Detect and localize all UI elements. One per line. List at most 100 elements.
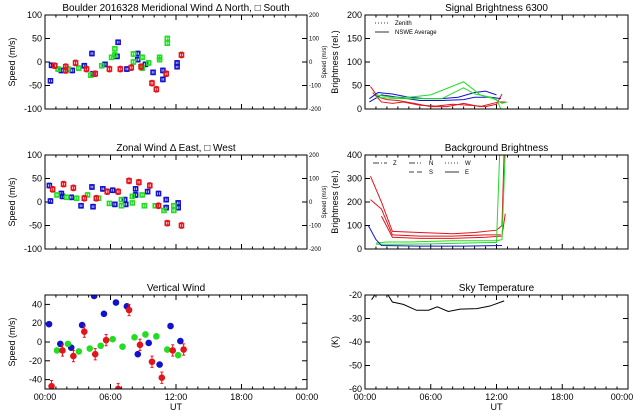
data-point	[118, 202, 125, 209]
y-tick-label: -30	[349, 314, 362, 324]
data-point	[132, 186, 139, 192]
legend-label: NSWE Average	[395, 30, 437, 36]
y-tick-label: 50	[352, 81, 362, 91]
data-point	[54, 192, 60, 198]
data-point	[171, 207, 177, 214]
data-point	[89, 50, 95, 57]
y-tick-label: 50	[32, 34, 42, 44]
data-point	[106, 200, 113, 207]
data-point	[141, 202, 148, 209]
data-point	[76, 65, 82, 71]
data-point	[174, 351, 182, 359]
y2-axis-label: Speed (m/s)	[322, 186, 328, 219]
chart-title: Boulder 2016328 Meridional Wind Δ North,…	[62, 3, 289, 14]
data-point	[167, 322, 174, 330]
x-tick-label: 12:00	[165, 392, 188, 402]
data-point	[109, 335, 116, 343]
series-line-green-1	[375, 155, 506, 244]
y-axis-label: Speed (m/s)	[7, 317, 17, 366]
data-point	[81, 328, 88, 335]
data-point	[62, 67, 69, 74]
plot-frame	[44, 14, 308, 110]
x-tick-label: 00:00	[296, 392, 319, 402]
chart-title: Zonal Wind Δ East, □ West	[116, 143, 235, 154]
data-point	[125, 306, 133, 314]
x-tick-label: 00:00	[354, 392, 377, 402]
y-tick-label: 40	[32, 299, 42, 309]
data-point	[128, 64, 135, 71]
data-point	[60, 181, 67, 187]
data-point	[90, 203, 96, 210]
x-tick-label: 00:00	[34, 392, 57, 402]
data-point	[59, 347, 66, 354]
meridional-wind-chart: Boulder 2016328 Meridional Wind Δ North,…	[7, 3, 328, 114]
data-point	[89, 184, 95, 190]
data-point	[153, 86, 160, 93]
y-tick-label: -20	[29, 356, 42, 366]
data-point	[178, 52, 185, 58]
vertical-wind-chart: Vertical Wind Speed (m/s) 00:00 06:00 12:00 1…	[7, 283, 318, 412]
y2-tick-label: 0	[309, 60, 313, 66]
data-point	[130, 51, 137, 57]
y2-axis-label: Speed (m/s)	[322, 46, 328, 79]
data-point	[145, 60, 152, 66]
data-point	[119, 343, 126, 351]
y2-tick-label: -100	[309, 84, 322, 90]
data-point	[112, 52, 118, 58]
y2-tick-label: 0	[309, 200, 313, 206]
data-point	[142, 331, 149, 338]
data-point	[104, 188, 111, 195]
data-point	[81, 195, 88, 202]
x-tick-label: 18:00	[551, 392, 574, 402]
y2-tick-label: 200	[309, 13, 320, 19]
y-tick-label: -50	[29, 221, 42, 231]
data-point	[155, 190, 162, 197]
legend-label: W	[465, 161, 471, 167]
series-line-red-1	[370, 155, 505, 235]
data-point	[78, 321, 86, 329]
chart-title: Sky Temperature	[459, 283, 535, 294]
legend-label: S	[429, 170, 433, 176]
y-axis-label: Speed (m/s)	[7, 177, 17, 226]
data-point	[102, 336, 110, 344]
y-axis-label: Speed (m/s)	[7, 37, 17, 86]
data-point	[118, 196, 125, 203]
y-tick-label: 20	[32, 318, 42, 328]
data-point	[97, 342, 104, 350]
data-point	[164, 35, 171, 42]
y-tick-label: 150	[347, 34, 362, 44]
y-tick-label: 0	[37, 337, 42, 347]
y-tick-label: -40	[29, 375, 42, 385]
series-line-blue-2	[369, 94, 501, 103]
y-axis-label: Brightness (rel.)	[330, 170, 340, 234]
plot-area	[46, 177, 185, 229]
data-point	[64, 194, 70, 201]
series-line-red-1	[370, 86, 506, 108]
x-axis-label: UT	[491, 402, 503, 412]
y-tick-label: 200	[347, 10, 362, 20]
data-point	[45, 320, 53, 328]
y2-tick-label: 100	[309, 177, 320, 183]
y2-tick-label: -200	[309, 247, 322, 253]
plot-area	[367, 155, 506, 247]
data-point	[147, 182, 153, 189]
y-axis-label: Brightness (rel.)	[330, 30, 340, 94]
data-point	[100, 310, 108, 318]
signal-brightness-chart: Signal Brightness 6300 Brightness (rel.) 0…	[330, 3, 629, 114]
data-point	[148, 358, 156, 366]
legend-label: E	[465, 170, 469, 176]
data-point	[70, 185, 77, 191]
data-point	[156, 361, 163, 368]
background-brightness-chart: Background Brightness Brightness (rel.) 0 1…	[330, 143, 629, 254]
data-point	[93, 195, 100, 202]
data-point	[136, 341, 144, 349]
y-tick-label: -20	[349, 290, 362, 300]
plot-frame	[44, 294, 308, 390]
data-point	[156, 56, 163, 63]
data-point	[91, 350, 99, 358]
x-tick-label: 00:00	[611, 392, 634, 402]
y-tick-label: 300	[347, 174, 362, 184]
data-point	[112, 46, 118, 52]
data-point	[153, 333, 160, 340]
